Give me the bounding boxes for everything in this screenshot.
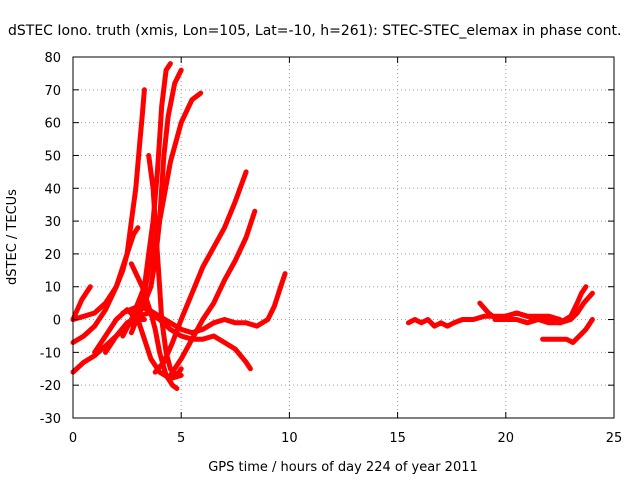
series-line-13: [103, 310, 253, 372]
y-tick-label: -30: [40, 412, 61, 427]
series-line-9: [128, 261, 180, 391]
series-line-1: [70, 284, 93, 322]
x-tick-label: 20: [498, 431, 515, 446]
series-line-12: [167, 208, 258, 378]
series-line-2: [70, 87, 147, 322]
y-tick-label: 70: [44, 84, 61, 99]
y-tick-label: 20: [44, 248, 61, 263]
y-tick-label: 10: [44, 281, 61, 296]
series-line-18: [540, 317, 595, 345]
x-tick-label: 0: [69, 431, 77, 446]
chart-title: dSTEC Iono. truth (xmis, Lon=105, Lat=-1…: [8, 23, 621, 39]
y-tick-label: 30: [44, 215, 61, 230]
y-axis-label: dSTEC / TECUs: [5, 189, 20, 285]
x-tick-label: 15: [389, 431, 406, 446]
series-line-10: [92, 307, 184, 382]
y-tick-label: -10: [40, 346, 61, 361]
y-tick-label: 80: [44, 51, 61, 66]
plot-frame: [72, 56, 615, 419]
tick-labels: 0 5 10 15 20 25 -30 -20 -10 0 10 20 30 40 50 60 70 80: [40, 51, 623, 446]
series-line-3: [70, 225, 141, 345]
x-tick-label: 25: [606, 431, 623, 446]
series-line-17: [492, 290, 595, 326]
y-tick-label: 50: [44, 149, 61, 164]
x-tick-label: 5: [177, 431, 185, 446]
plot-area: [70, 61, 595, 391]
y-tick-label: 0: [53, 314, 61, 329]
y-tick-label: 40: [44, 182, 61, 197]
series-line-14: [120, 271, 288, 336]
series-line-11: [152, 169, 249, 375]
y-tick-label: -20: [40, 379, 61, 394]
y-tick-label: 60: [44, 117, 61, 132]
x-axis-label: GPS time / hours of day 224 of year 2011: [208, 460, 478, 475]
x-tick-label: 10: [281, 431, 298, 446]
